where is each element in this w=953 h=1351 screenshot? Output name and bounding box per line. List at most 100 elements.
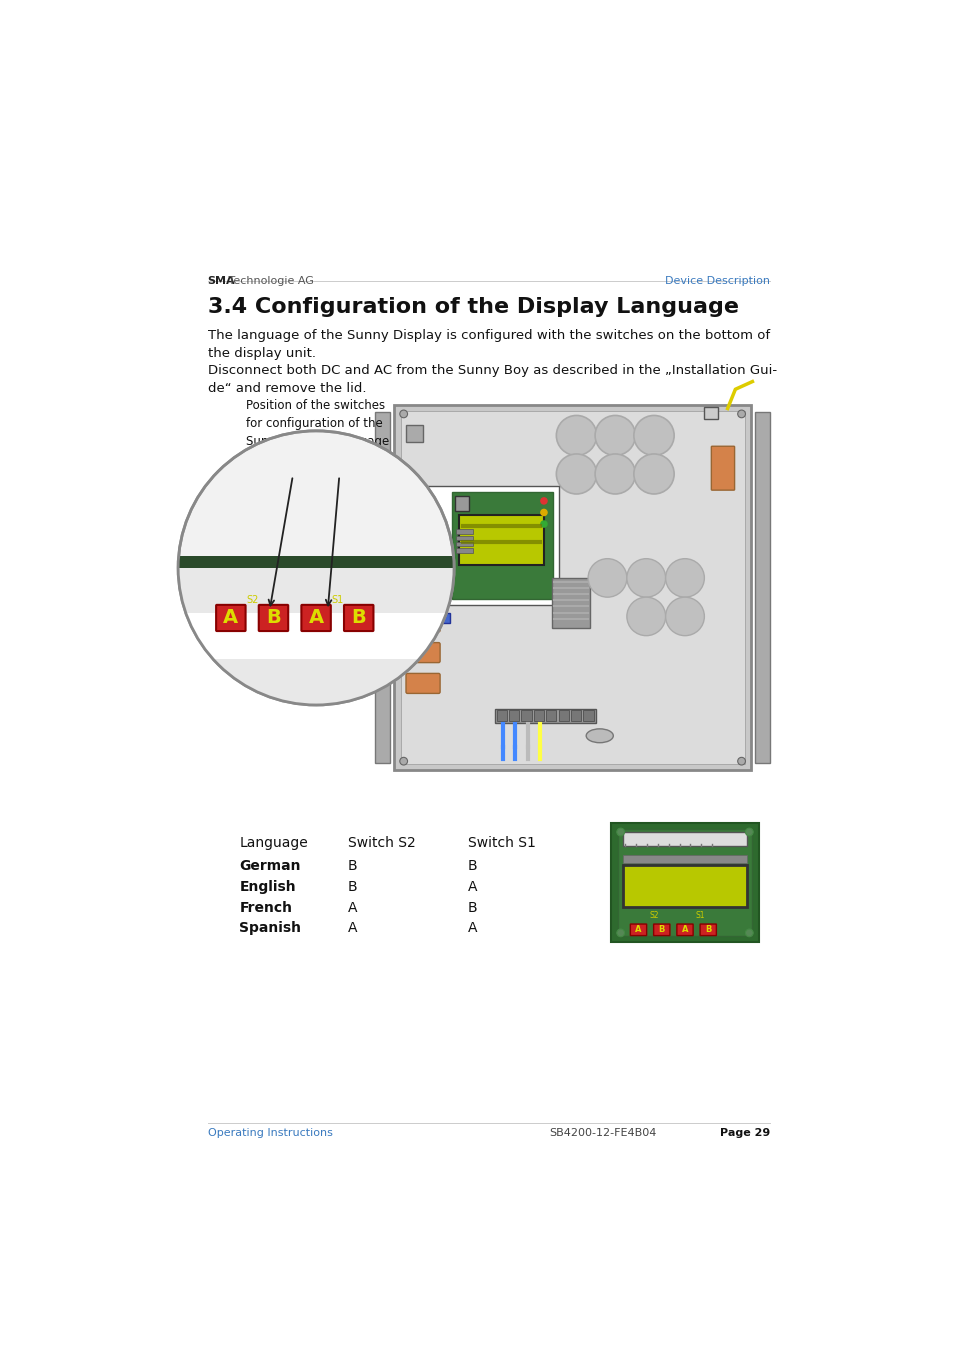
Circle shape — [595, 416, 635, 455]
Text: French: French — [239, 901, 292, 915]
Text: German: German — [239, 859, 300, 873]
FancyBboxPatch shape — [394, 405, 750, 770]
Text: Technologie AG: Technologie AG — [224, 276, 314, 286]
FancyBboxPatch shape — [754, 412, 769, 763]
FancyBboxPatch shape — [456, 530, 472, 534]
FancyBboxPatch shape — [178, 567, 454, 705]
FancyBboxPatch shape — [178, 557, 454, 584]
FancyBboxPatch shape — [456, 542, 472, 546]
Text: Switch S1: Switch S1 — [468, 836, 536, 850]
Text: A: A — [468, 921, 477, 935]
Text: The language of the Sunny Display is configured with the switches on the bottom : The language of the Sunny Display is con… — [208, 330, 769, 361]
FancyBboxPatch shape — [711, 446, 734, 490]
FancyBboxPatch shape — [611, 823, 758, 942]
FancyBboxPatch shape — [558, 711, 568, 721]
FancyBboxPatch shape — [622, 855, 746, 863]
Text: B: B — [348, 859, 357, 873]
Text: Disconnect both DC and AC from the Sunny Boy as described in the „Installation G: Disconnect both DC and AC from the Sunny… — [208, 363, 776, 394]
Circle shape — [595, 454, 635, 494]
Text: S2: S2 — [246, 596, 258, 605]
FancyBboxPatch shape — [344, 605, 373, 631]
FancyBboxPatch shape — [406, 643, 439, 662]
Circle shape — [399, 758, 407, 765]
FancyBboxPatch shape — [178, 584, 454, 607]
FancyBboxPatch shape — [178, 612, 454, 659]
Circle shape — [665, 597, 703, 636]
Text: Position of the switches
for configuration of the
Sunny Display language: Position of the switches for configurati… — [245, 400, 389, 449]
FancyBboxPatch shape — [400, 411, 744, 765]
Circle shape — [633, 416, 674, 455]
Text: Operating Instructions: Operating Instructions — [208, 1128, 333, 1138]
Text: A: A — [308, 608, 323, 627]
FancyBboxPatch shape — [497, 711, 506, 721]
FancyBboxPatch shape — [406, 424, 422, 442]
Circle shape — [399, 411, 407, 417]
Text: SMA: SMA — [208, 276, 235, 286]
FancyBboxPatch shape — [456, 549, 472, 553]
Text: SB4200-12-FE4B04: SB4200-12-FE4B04 — [549, 1128, 656, 1138]
Circle shape — [556, 454, 596, 494]
FancyBboxPatch shape — [375, 412, 390, 763]
Text: B: B — [351, 608, 366, 627]
Text: B: B — [658, 924, 664, 934]
Circle shape — [737, 411, 744, 417]
Circle shape — [178, 431, 454, 705]
FancyBboxPatch shape — [407, 485, 558, 605]
Circle shape — [665, 559, 703, 597]
Text: S1: S1 — [332, 596, 344, 605]
Text: S1: S1 — [695, 911, 704, 920]
FancyBboxPatch shape — [301, 605, 331, 631]
Circle shape — [556, 416, 596, 455]
FancyBboxPatch shape — [440, 613, 450, 623]
Text: A: A — [223, 608, 238, 627]
FancyBboxPatch shape — [452, 492, 553, 600]
Text: B: B — [266, 608, 280, 627]
FancyBboxPatch shape — [406, 612, 439, 632]
Circle shape — [626, 559, 665, 597]
Circle shape — [744, 929, 753, 936]
Text: A: A — [681, 924, 687, 934]
Circle shape — [540, 521, 546, 527]
Circle shape — [633, 454, 674, 494]
FancyBboxPatch shape — [622, 865, 746, 908]
FancyBboxPatch shape — [178, 263, 454, 431]
FancyBboxPatch shape — [571, 711, 580, 721]
FancyBboxPatch shape — [458, 515, 543, 565]
FancyBboxPatch shape — [216, 605, 245, 631]
Circle shape — [540, 509, 546, 516]
Text: Page 29: Page 29 — [720, 1128, 769, 1138]
Circle shape — [617, 828, 624, 836]
Circle shape — [617, 929, 624, 936]
FancyBboxPatch shape — [455, 496, 468, 511]
Text: B: B — [704, 924, 711, 934]
FancyBboxPatch shape — [617, 830, 752, 936]
FancyBboxPatch shape — [546, 711, 556, 721]
Circle shape — [587, 559, 626, 597]
FancyBboxPatch shape — [622, 832, 746, 846]
Circle shape — [626, 597, 665, 636]
Text: A: A — [348, 921, 357, 935]
FancyBboxPatch shape — [676, 924, 693, 936]
Text: B: B — [468, 901, 477, 915]
Circle shape — [737, 758, 744, 765]
Text: Switch S2: Switch S2 — [348, 836, 416, 850]
Text: A: A — [635, 924, 641, 934]
FancyBboxPatch shape — [551, 578, 590, 628]
FancyBboxPatch shape — [406, 673, 439, 693]
FancyBboxPatch shape — [406, 581, 439, 601]
FancyBboxPatch shape — [583, 711, 593, 721]
FancyBboxPatch shape — [178, 607, 454, 630]
Text: Language: Language — [239, 836, 308, 850]
Ellipse shape — [585, 728, 613, 743]
Text: A: A — [348, 901, 357, 915]
FancyBboxPatch shape — [258, 605, 288, 631]
FancyBboxPatch shape — [509, 711, 518, 721]
FancyBboxPatch shape — [521, 711, 531, 721]
Text: B: B — [468, 859, 477, 873]
FancyBboxPatch shape — [703, 407, 718, 419]
Text: 3.4 Configuration of the Display Language: 3.4 Configuration of the Display Languag… — [208, 297, 738, 317]
Text: S2: S2 — [649, 911, 659, 920]
Text: Device Description: Device Description — [664, 276, 769, 286]
Text: Spanish: Spanish — [239, 921, 301, 935]
FancyBboxPatch shape — [495, 709, 596, 723]
